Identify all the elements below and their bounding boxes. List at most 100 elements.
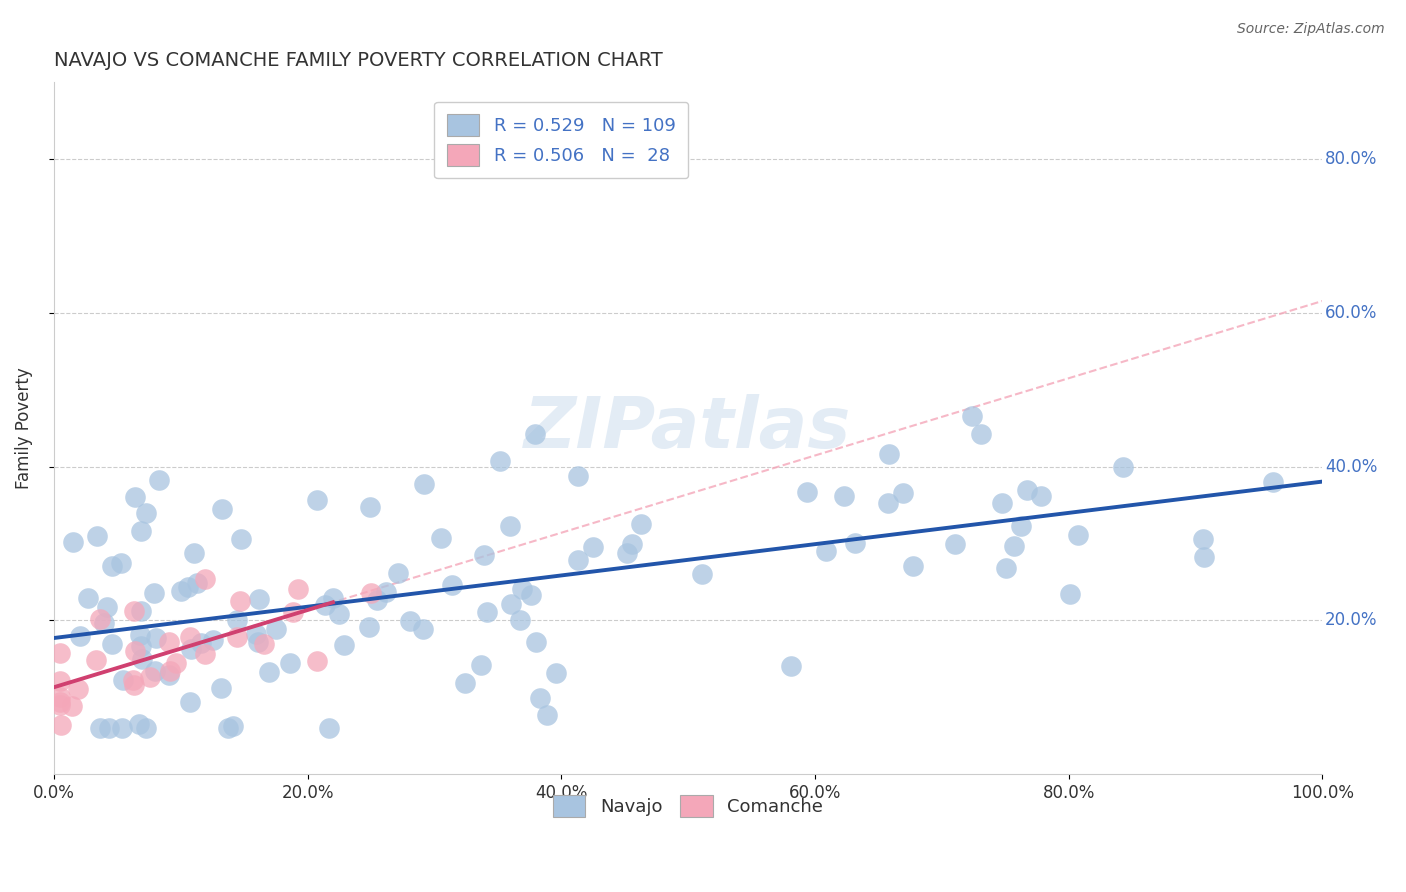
- Point: [582, 540, 605, 554]
- Point: [470, 657, 492, 672]
- Point: [630, 517, 652, 532]
- Point: [96, 599, 118, 614]
- Point: [259, 665, 281, 679]
- Point: [179, 630, 201, 644]
- Point: [567, 469, 589, 483]
- Point: [217, 721, 239, 735]
- Point: [970, 427, 993, 442]
- Y-axis label: Family Poverty: Family Poverty: [15, 368, 32, 489]
- Point: [1029, 489, 1052, 503]
- Point: [524, 426, 547, 441]
- Text: ZIPatlas: ZIPatlas: [524, 393, 852, 463]
- Point: [247, 635, 270, 649]
- Point: [877, 447, 900, 461]
- Point: [498, 519, 520, 533]
- Point: [202, 632, 225, 647]
- Point: [100, 559, 122, 574]
- Point: [399, 614, 422, 628]
- Point: [145, 632, 167, 646]
- Point: [49, 673, 72, 688]
- Point: [112, 673, 135, 687]
- Point: [891, 486, 914, 500]
- Text: Source: ZipAtlas.com: Source: ZipAtlas.com: [1237, 22, 1385, 37]
- Point: [567, 552, 589, 566]
- Point: [89, 721, 111, 735]
- Point: [1067, 528, 1090, 542]
- Point: [247, 592, 270, 607]
- Point: [278, 656, 301, 670]
- Point: [135, 506, 157, 520]
- Point: [374, 585, 396, 599]
- Point: [60, 699, 83, 714]
- Text: 20.0%: 20.0%: [1324, 611, 1378, 630]
- Point: [128, 717, 150, 731]
- Point: [1002, 539, 1025, 553]
- Point: [142, 585, 165, 599]
- Point: [122, 604, 145, 618]
- Point: [84, 653, 107, 667]
- Point: [245, 626, 267, 640]
- Legend: Navajo, Comanche: Navajo, Comanche: [546, 788, 831, 824]
- Point: [832, 489, 855, 503]
- Point: [509, 613, 531, 627]
- Point: [307, 492, 329, 507]
- Point: [440, 578, 463, 592]
- Point: [510, 582, 533, 597]
- Point: [209, 681, 232, 695]
- Point: [222, 719, 245, 733]
- Point: [489, 453, 512, 467]
- Point: [131, 639, 153, 653]
- Text: 80.0%: 80.0%: [1324, 150, 1376, 169]
- Point: [1192, 549, 1215, 564]
- Point: [157, 668, 180, 682]
- Point: [131, 652, 153, 666]
- Point: [1111, 460, 1133, 475]
- Point: [97, 721, 120, 735]
- Point: [844, 536, 866, 550]
- Point: [194, 572, 217, 586]
- Point: [524, 634, 547, 648]
- Point: [1010, 519, 1032, 533]
- Point: [387, 566, 409, 580]
- Point: [89, 611, 111, 625]
- Point: [991, 496, 1014, 510]
- Text: 60.0%: 60.0%: [1324, 304, 1376, 322]
- Point: [616, 546, 638, 560]
- Point: [135, 721, 157, 735]
- Point: [159, 664, 181, 678]
- Point: [994, 561, 1017, 575]
- Point: [49, 698, 72, 713]
- Point: [122, 673, 145, 687]
- Point: [264, 622, 287, 636]
- Point: [77, 591, 100, 606]
- Point: [412, 622, 434, 636]
- Point: [180, 642, 202, 657]
- Point: [124, 490, 146, 504]
- Point: [690, 566, 713, 581]
- Point: [193, 648, 215, 662]
- Point: [520, 588, 543, 602]
- Point: [796, 484, 818, 499]
- Text: NAVAJO VS COMANCHE FAMILY POVERTY CORRELATION CHART: NAVAJO VS COMANCHE FAMILY POVERTY CORREL…: [53, 51, 662, 70]
- Point: [366, 593, 388, 607]
- Point: [49, 718, 72, 732]
- Point: [186, 576, 208, 591]
- Point: [322, 591, 344, 605]
- Point: [148, 473, 170, 487]
- Point: [170, 584, 193, 599]
- Point: [359, 620, 381, 634]
- Point: [93, 616, 115, 631]
- Point: [66, 681, 89, 696]
- Point: [69, 629, 91, 643]
- Point: [877, 496, 900, 510]
- Point: [101, 637, 124, 651]
- Point: [143, 664, 166, 678]
- Point: [1059, 587, 1081, 601]
- Point: [129, 524, 152, 538]
- Point: [318, 721, 340, 735]
- Point: [943, 537, 966, 551]
- Point: [183, 546, 205, 560]
- Point: [49, 647, 72, 661]
- Point: [49, 690, 72, 705]
- Point: [190, 636, 212, 650]
